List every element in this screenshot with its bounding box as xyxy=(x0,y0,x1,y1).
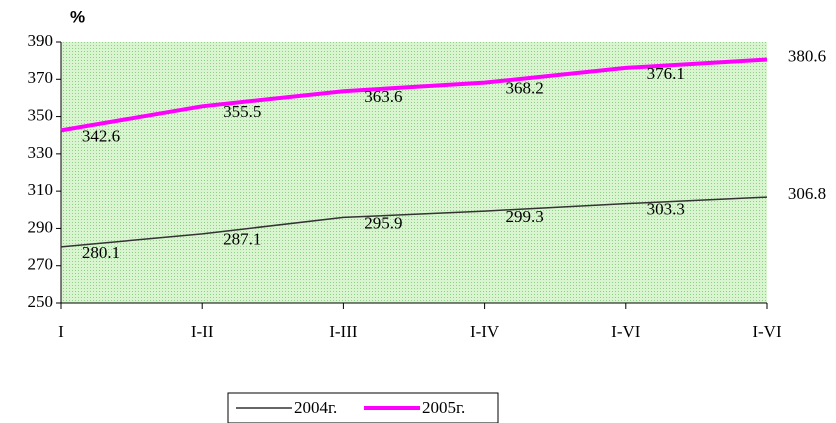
data-label: 280.1 xyxy=(82,243,120,262)
data-label: 363.6 xyxy=(364,87,402,106)
y-tick-label: 290 xyxy=(28,217,54,236)
y-axis-label: % xyxy=(70,7,85,26)
y-tick-label: 270 xyxy=(28,255,54,274)
data-label: 342.6 xyxy=(82,126,120,145)
data-label: 295.9 xyxy=(364,213,402,232)
data-label: 380.6 xyxy=(788,46,826,65)
y-tick-label: 370 xyxy=(28,68,54,87)
legend-label: 2004г. xyxy=(294,398,337,417)
data-label: 368.2 xyxy=(505,79,543,98)
y-tick-label: 330 xyxy=(28,143,54,162)
y-tick-label: 250 xyxy=(28,292,54,311)
x-tick-label: I-III xyxy=(329,322,358,341)
series-line xyxy=(60,57,768,133)
y-tick-label: 390 xyxy=(28,31,54,50)
data-label: 287.1 xyxy=(223,230,261,249)
y-tick-label: 350 xyxy=(28,105,54,124)
x-tick-label: I-VI xyxy=(611,322,641,341)
legend-label: 2005г. xyxy=(422,398,465,417)
data-label: 306.8 xyxy=(788,184,826,203)
x-tick-label: I-II xyxy=(191,322,214,341)
series-line xyxy=(60,196,768,248)
data-label: 299.3 xyxy=(505,207,543,226)
data-label: 376.1 xyxy=(647,64,685,83)
data-label: 303.3 xyxy=(647,200,685,219)
x-tick-label: I-VI xyxy=(752,322,782,341)
y-tick-label: 310 xyxy=(28,180,54,199)
x-tick-label: I xyxy=(58,322,64,341)
data-label: 355.5 xyxy=(223,102,261,121)
x-tick-label: I-IV xyxy=(470,322,500,341)
